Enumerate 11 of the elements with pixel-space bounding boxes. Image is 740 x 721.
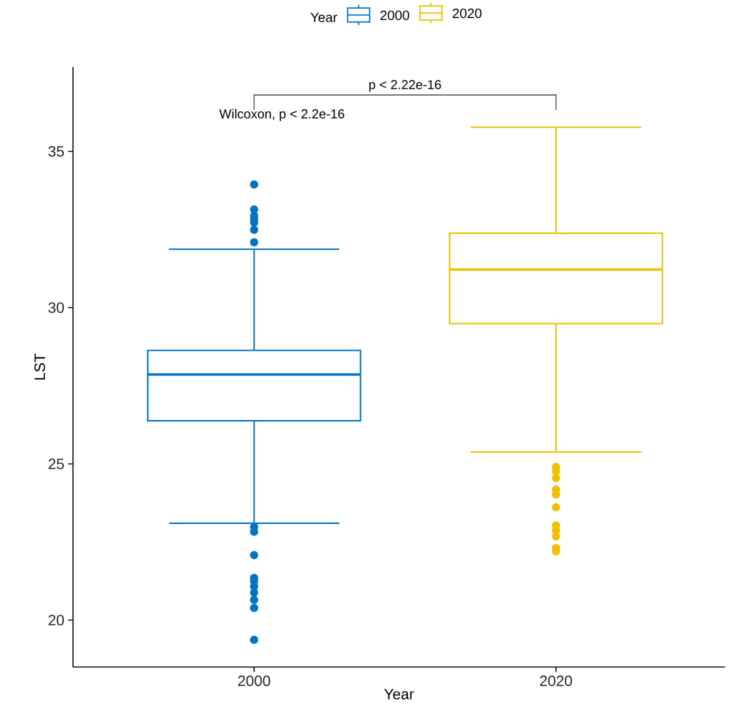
y-axis-title: LST <box>34 354 46 380</box>
annotation: Wilcoxon, p < 2.2e-16 <box>219 108 344 122</box>
y-tick-label: 20 <box>48 614 64 626</box>
y-tick-label: 25 <box>48 458 64 470</box>
legend-label: 2020 <box>452 8 482 18</box>
x-axis-title: Year <box>384 688 414 700</box>
legend-label: 2000 <box>380 10 410 20</box>
y-tick-label: 30 <box>48 302 64 313</box>
y-tick-label: 35 <box>48 146 64 157</box>
annotation: p < 2.22e-16 <box>369 80 441 92</box>
legend-title: Year <box>310 12 338 22</box>
